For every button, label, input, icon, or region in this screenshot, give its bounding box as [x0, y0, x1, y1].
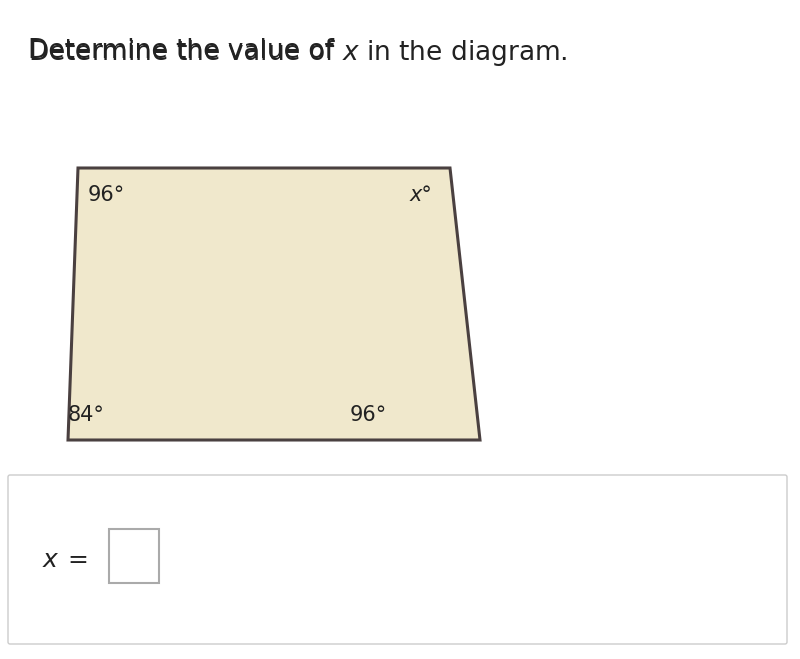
- Text: 96°: 96°: [88, 185, 126, 205]
- Text: 84°: 84°: [68, 405, 105, 425]
- FancyBboxPatch shape: [8, 475, 787, 644]
- Text: $x$: $x$: [42, 548, 60, 572]
- FancyBboxPatch shape: [109, 529, 159, 583]
- Polygon shape: [68, 168, 480, 440]
- Text: Determine the value of $x$ in the diagram.: Determine the value of $x$ in the diagra…: [28, 38, 567, 68]
- Text: 96°: 96°: [350, 405, 387, 425]
- Text: Determine the value of: Determine the value of: [28, 38, 342, 64]
- Text: x°: x°: [409, 185, 432, 205]
- Text: =: =: [60, 548, 89, 572]
